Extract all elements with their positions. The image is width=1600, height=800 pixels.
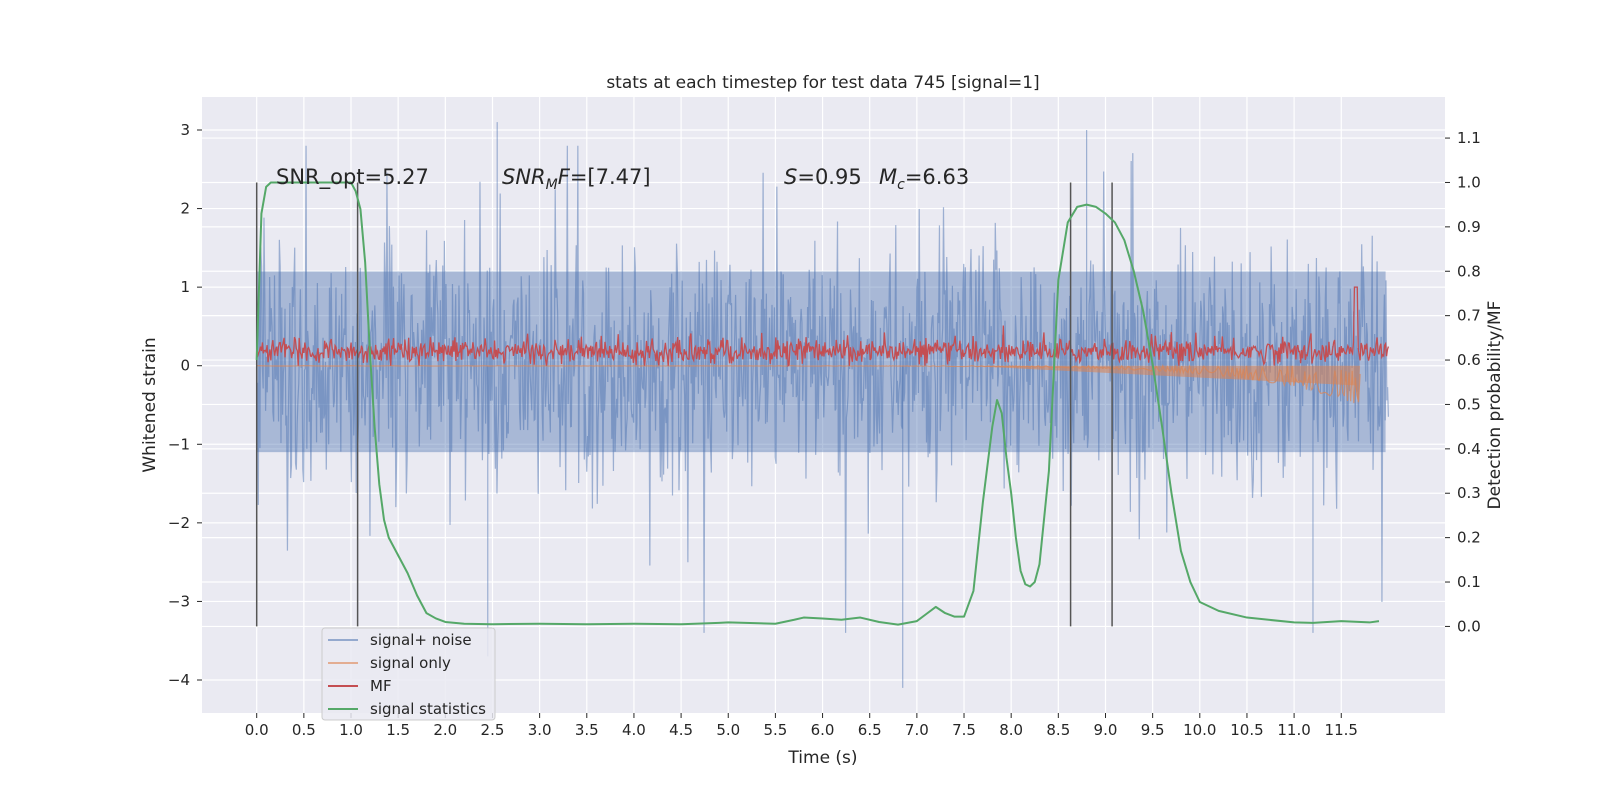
x-axis-label: Time (s) xyxy=(787,748,857,768)
y-tick-label: 1 xyxy=(180,278,190,296)
signal-envelope xyxy=(964,365,1361,405)
x-tick-label: 2.5 xyxy=(481,721,505,739)
axis-ticks: 0.0 0.5 1.0 1.5 2.0 2.5 3.0 3.5 4.0 4.5 5.0 5.5 6.0 6… xyxy=(168,121,1481,739)
x-tick-label: 8.0 xyxy=(999,721,1023,739)
y-tick-label: 3 xyxy=(180,121,190,139)
x-tick-label: 1.0 xyxy=(339,721,363,739)
y-tick-label: 2 xyxy=(180,200,190,218)
y-tick-label: −3 xyxy=(168,592,190,610)
x-tick-label: 4.5 xyxy=(669,721,693,739)
y-tick-label: 0 xyxy=(180,357,190,375)
series-signal-only xyxy=(256,364,1361,405)
x-tick-label: 4.0 xyxy=(622,721,646,739)
stat-trace xyxy=(255,181,1380,626)
x-tick-label: 1.5 xyxy=(386,721,410,739)
y2-axis-label: Detection probability/MF xyxy=(1485,301,1505,510)
x-tick-label: 9.5 xyxy=(1141,721,1165,739)
x-tick-label: 10.5 xyxy=(1230,721,1263,739)
x-tick-label: 6.0 xyxy=(811,721,835,739)
y2-tick-label: 0.4 xyxy=(1457,440,1481,458)
legend-label-noise: signal+ noise xyxy=(370,631,472,649)
x-tick-label: 2.0 xyxy=(433,721,457,739)
x-tick-label: 0.5 xyxy=(292,721,316,739)
noise-core-band xyxy=(256,271,1386,453)
vertical-markers xyxy=(255,182,1113,627)
y2-tick-label: 1.0 xyxy=(1457,173,1481,191)
x-tick-label: 3.0 xyxy=(528,721,552,739)
x-tick-label: 10.0 xyxy=(1183,721,1216,739)
y2-tick-label: 0.6 xyxy=(1457,351,1481,369)
y2-tick-label: 0.0 xyxy=(1457,617,1481,635)
series-signal-statistics xyxy=(255,181,1380,626)
noise-trace xyxy=(256,145,1390,633)
x-tick-label: 0.0 xyxy=(245,721,269,739)
y2-tick-label: 0.5 xyxy=(1457,395,1481,413)
x-tick-label: 11.5 xyxy=(1325,721,1358,739)
x-tick-label: 7.5 xyxy=(952,721,976,739)
annotation-snr-opt: SNR_opt=5.27 xyxy=(276,165,429,190)
y-tick-label: −4 xyxy=(168,671,190,689)
y2-tick-label: 0.9 xyxy=(1457,218,1481,236)
legend-box xyxy=(321,627,496,721)
series-mf xyxy=(256,286,1390,368)
y-tick-label: −1 xyxy=(168,435,190,453)
legend-label-mf: MF xyxy=(370,677,392,695)
x-tick-label: 6.5 xyxy=(858,721,882,739)
legend: signal+ noise signal only MF signal stat… xyxy=(321,627,496,721)
annotation-snr-mf: SNRMF=[7.47] xyxy=(502,165,651,193)
mf-trace xyxy=(256,286,1390,368)
x-tick-label: 5.0 xyxy=(716,721,740,739)
legend-label-stat: signal statistics xyxy=(370,700,486,718)
series-signal-noise xyxy=(256,122,1390,688)
chart-title: stats at each timestep for test data 745… xyxy=(606,73,1039,93)
x-tick-label: 3.5 xyxy=(575,721,599,739)
y2-tick-label: 1.1 xyxy=(1457,129,1481,147)
y2-tick-label: 0.8 xyxy=(1457,262,1481,280)
y-tick-label: −2 xyxy=(168,514,190,532)
x-tick-label: 8.5 xyxy=(1046,721,1070,739)
x-tick-label: 9.0 xyxy=(1094,721,1118,739)
annotation-s: S=0.95 xyxy=(784,165,862,189)
x-tick-label: 5.5 xyxy=(763,721,787,739)
y2-tick-label: 0.7 xyxy=(1457,307,1481,325)
x-tick-label: 7.0 xyxy=(905,721,929,739)
y2-tick-label: 0.2 xyxy=(1457,529,1481,547)
y2-tick-label: 0.3 xyxy=(1457,484,1481,502)
annotation-mc: Mc=6.63 xyxy=(879,165,969,193)
x-tick-label: 11.0 xyxy=(1277,721,1310,739)
y-axis-label: Whitened strain xyxy=(140,337,160,472)
legend-label-signal: signal only xyxy=(370,654,451,672)
y2-tick-label: 0.1 xyxy=(1457,573,1481,591)
